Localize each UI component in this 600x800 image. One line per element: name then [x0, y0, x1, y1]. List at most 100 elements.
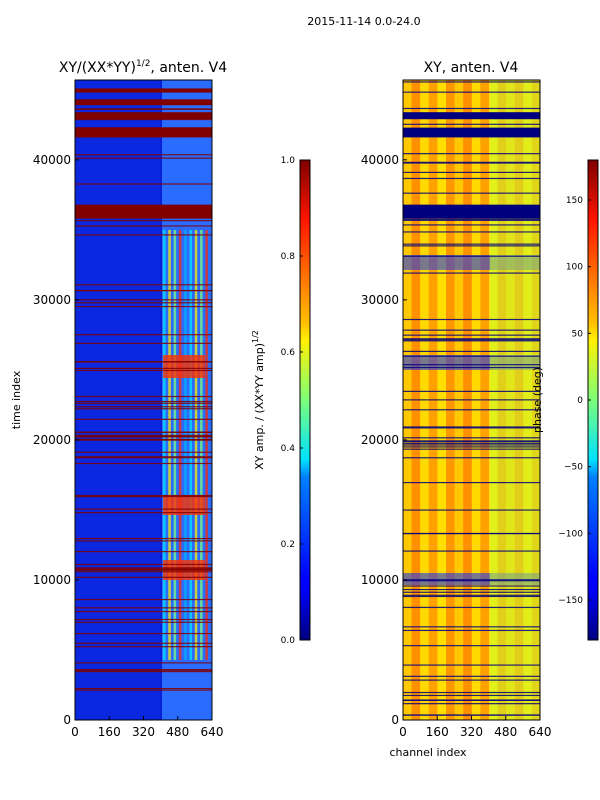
- flagged-row: [75, 495, 212, 498]
- flagged-row: [403, 437, 540, 439]
- flagged-row: [75, 154, 212, 156]
- flagged-row: [403, 591, 540, 593]
- flagged-row: [403, 192, 540, 194]
- flagged-row: [403, 218, 540, 220]
- flagged-row: [75, 576, 212, 578]
- flagged-row: [75, 610, 212, 613]
- amp-title-suffix: , anten. V4: [150, 60, 227, 76]
- flagged-row: [75, 234, 212, 236]
- flagged-row: [403, 116, 540, 118]
- flagged-row: [403, 441, 540, 443]
- flagged-row: [75, 687, 212, 690]
- flagged-block: [75, 88, 212, 93]
- flagged-row: [75, 540, 212, 542]
- amp-cb-tick-label: 0.2: [281, 540, 295, 550]
- flagged-block: [75, 127, 212, 138]
- flagged-block: [403, 112, 540, 120]
- flagged-row: [75, 456, 212, 458]
- amp-cb-tick-label: 0.6: [281, 348, 296, 358]
- flagged-row: [75, 512, 212, 514]
- phase-flagged-rows: [403, 81, 540, 716]
- amp-hot-region: [163, 355, 205, 378]
- flagged-row: [75, 567, 212, 569]
- flagged-row: [75, 299, 212, 301]
- flagged-row: [403, 595, 540, 598]
- phase-cb-tick-label: −50: [564, 463, 583, 473]
- flagged-row: [403, 691, 540, 694]
- y-tick-label: 0: [63, 713, 71, 727]
- flagged-row: [403, 645, 540, 647]
- amp-stripe: [173, 230, 177, 660]
- flagged-row: [403, 177, 540, 180]
- flagged-row: [75, 621, 212, 623]
- flagged-row: [403, 355, 540, 357]
- x-tick-label: 480: [494, 725, 517, 739]
- flagged-row: [75, 670, 212, 673]
- flagged-row: [403, 585, 540, 587]
- phase-title: XY, anten. V4: [424, 60, 519, 76]
- flagged-row: [403, 340, 540, 342]
- flagged-row: [75, 219, 212, 222]
- amp-ylabel: time index: [10, 370, 23, 429]
- flagged-row: [75, 302, 212, 304]
- amp-panel: XY/(XX*YY)1/2, anten. V4 0 10000 20000 3000…: [10, 59, 227, 739]
- amp-colorbar-label: XY amp. / (XX*YY amp)1/2: [251, 330, 266, 470]
- amp-colorbar-gradient: [299, 159, 311, 641]
- flagged-row: [75, 89, 212, 91]
- amp-stripe: [168, 230, 171, 660]
- amp-stripe: [189, 230, 192, 660]
- phase-panel: XY, anten. V4 0 10000 20000 30000 40000 0 160…: [361, 60, 552, 759]
- x-tick-label: 640: [529, 725, 552, 739]
- amp-stripe: [200, 230, 203, 660]
- flagged-row: [403, 509, 540, 511]
- flagged-row: [75, 225, 212, 227]
- flagged-row: [75, 563, 212, 566]
- amp-hot-region: [163, 495, 205, 515]
- flagged-block: [75, 112, 212, 120]
- flagged-row: [403, 329, 540, 331]
- amp-title-sup: 1/2: [136, 59, 150, 69]
- y-tick-label: 30000: [33, 293, 71, 307]
- flagged-row: [403, 444, 540, 446]
- amp-heatmap: [75, 80, 212, 720]
- phase-cb-tick-label: 100: [566, 263, 583, 273]
- flagged-row: [403, 629, 540, 632]
- amp-colorbar-ticks: 0.0 0.2 0.4 0.6 0.8 1.0: [281, 156, 303, 646]
- flagged-row: [403, 162, 540, 164]
- amp-x-ticks: 0 160 320 480 640: [71, 716, 223, 739]
- flagged-row: [75, 284, 212, 286]
- flagged-row: [403, 699, 540, 701]
- flagged-row: [75, 569, 212, 571]
- flagged-row: [75, 669, 212, 671]
- flagged-row: [75, 436, 212, 438]
- flagged-row: [403, 390, 540, 392]
- flagged-row: [403, 703, 540, 705]
- flagged-row: [75, 451, 212, 453]
- flagged-row: [403, 580, 540, 582]
- flagged-row: [403, 550, 540, 552]
- flagged-row: [403, 81, 540, 83]
- phase-cb-tick-label: −100: [558, 529, 583, 539]
- y-tick-label: 40000: [33, 153, 71, 167]
- phase-heatmap: [403, 80, 540, 720]
- flagged-row: [403, 675, 540, 677]
- flagged-row: [403, 224, 540, 226]
- flagged-row: [75, 108, 212, 110]
- flagged-row: [403, 338, 540, 340]
- x-tick-label: 320: [460, 725, 483, 739]
- amp-cb-tick-label: 0.0: [281, 636, 296, 646]
- flagged-row: [75, 551, 212, 553]
- flagged-row: [403, 532, 540, 535]
- flagged-row: [75, 400, 212, 403]
- amp-colorbar-label-main: XY amp. / (XX*YY amp): [253, 343, 266, 470]
- flagged-row: [75, 457, 212, 459]
- flagged-row: [403, 350, 540, 353]
- flagged-row: [403, 440, 540, 442]
- amp-low-band: [75, 80, 160, 720]
- flagged-block: [403, 204, 540, 219]
- flagged-row: [75, 571, 212, 573]
- flagged-row: [403, 714, 540, 716]
- flagged-row: [403, 272, 540, 274]
- flagged-row: [75, 662, 212, 664]
- flagged-row: [403, 427, 540, 429]
